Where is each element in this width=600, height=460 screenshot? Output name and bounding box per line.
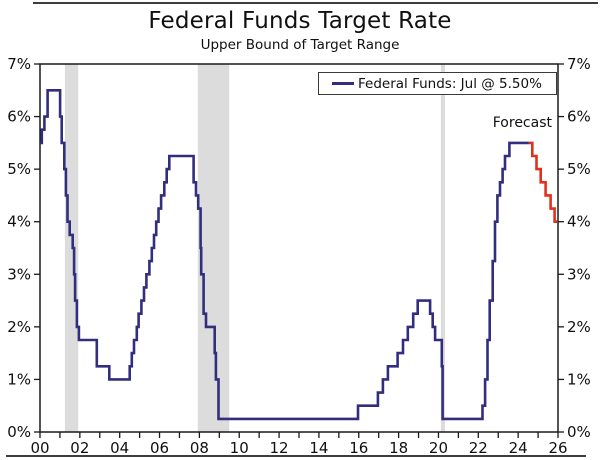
y-axis-label-right: 7%: [567, 55, 591, 73]
forecast-line: [528, 141, 558, 223]
legend-box: Federal Funds: Jul @ 5.50%: [318, 72, 557, 95]
x-axis-label: 04: [110, 439, 129, 457]
x-axis-label: 08: [190, 439, 209, 457]
bottom-rule: [6, 455, 586, 457]
y-axis-label-left: 3%: [7, 265, 31, 283]
x-axis-label: 00: [30, 439, 49, 457]
legend-line-marker-icon: [332, 82, 354, 85]
x-axis-label: 16: [349, 439, 368, 457]
forecast-annotation: Forecast: [492, 115, 552, 131]
y-axis-label-left: 1%: [7, 370, 31, 388]
top-rule: [33, 2, 598, 4]
y-axis-label-left: 6%: [7, 108, 31, 126]
x-axis-label: 20: [429, 439, 448, 457]
y-axis-label-left: 7%: [7, 55, 31, 73]
chart-subtitle: Upper Bound of Target Range: [200, 37, 400, 53]
x-axis-label: 18: [389, 439, 408, 457]
chart-title: Federal Funds Target Rate: [148, 8, 452, 34]
y-axis-label-left: 4%: [7, 213, 31, 231]
federal-funds-line: [40, 89, 529, 421]
x-axis-label: 14: [309, 439, 328, 457]
x-axis-label: 02: [70, 439, 89, 457]
y-axis-label-right: 1%: [567, 370, 591, 388]
x-axis-label: 26: [548, 439, 567, 457]
y-axis-label-left: 0%: [7, 423, 31, 441]
y-axis-label-right: 2%: [567, 318, 591, 336]
x-axis-label: 12: [270, 439, 289, 457]
plot-frame: [39, 63, 559, 433]
x-axis-label: 22: [469, 439, 488, 457]
y-axis-label-right: 6%: [567, 108, 591, 126]
y-axis-label-left: 2%: [7, 318, 31, 336]
y-axis-label-right: 3%: [567, 265, 591, 283]
x-axis-label: 10: [230, 439, 249, 457]
y-axis-label-right: 0%: [567, 423, 591, 441]
x-axis-label: 24: [509, 439, 528, 457]
recession-band: [197, 64, 230, 432]
recession-band: [440, 64, 446, 432]
y-axis-label-right: 5%: [567, 160, 591, 178]
y-axis-label-right: 4%: [567, 213, 591, 231]
x-axis-label: 06: [150, 439, 169, 457]
legend-label: Federal Funds: Jul @ 5.50%: [358, 75, 542, 92]
y-axis-label-left: 5%: [7, 160, 31, 178]
